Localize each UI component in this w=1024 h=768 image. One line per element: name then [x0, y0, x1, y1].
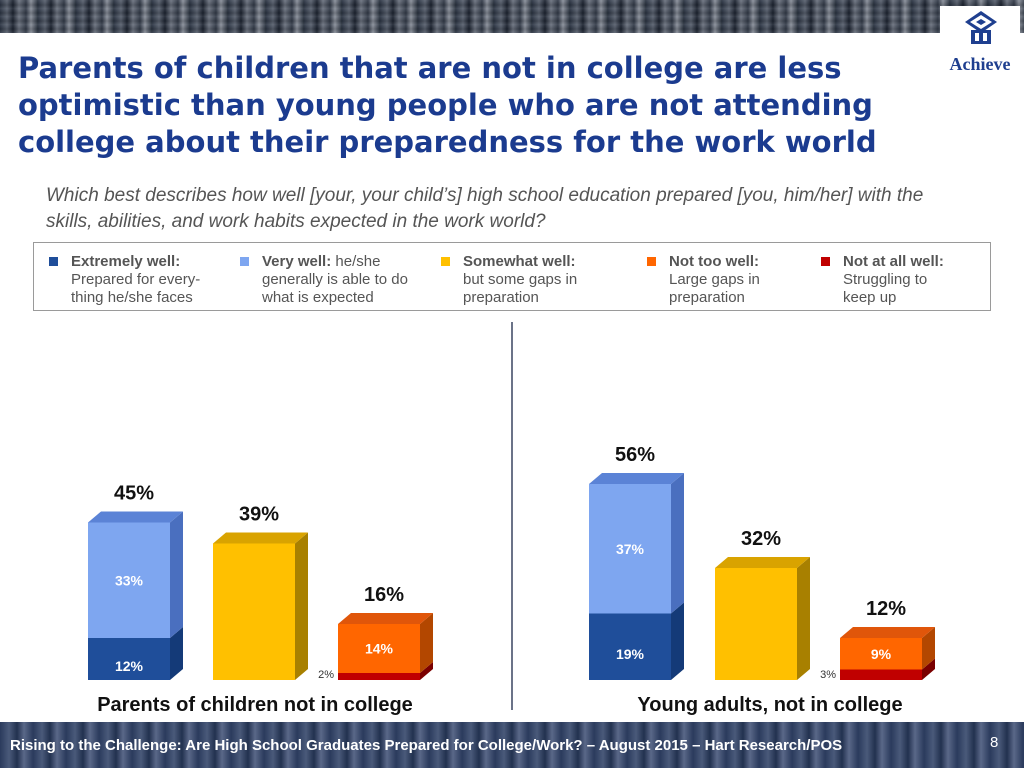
segment-label: 14% — [365, 641, 394, 657]
legend-swatch — [240, 257, 249, 266]
bar-total-label: 56% — [615, 444, 655, 466]
bar-segment-side — [922, 627, 935, 670]
bar-segment — [589, 484, 671, 614]
legend-item-not-at-all-well: Not at all well: Struggling to keep up — [821, 253, 983, 307]
bar-segment-side — [922, 658, 935, 680]
header-photo-band — [0, 0, 1024, 33]
legend-swatch — [441, 257, 450, 266]
bar-segment-side — [797, 557, 810, 680]
segment-label: 37% — [616, 541, 645, 557]
bar-segment-side — [170, 511, 183, 638]
bar-segment — [840, 638, 922, 670]
legend-swatch — [647, 257, 656, 266]
bar-segment — [213, 543, 295, 680]
bar-segment-side — [671, 602, 684, 680]
group-label-parents: Parents of children not in college — [97, 694, 413, 716]
footer-source: Rising to the Challenge: Are High School… — [10, 737, 843, 754]
segment-label: 2% — [318, 669, 334, 681]
logo-mark-icon — [965, 11, 997, 44]
bar-segment-top — [338, 613, 433, 624]
legend-item-not-too-well: Not too well: Large gaps in preparation — [647, 253, 819, 307]
legend-desc: generally is able to do what is expected — [262, 271, 408, 306]
bar-segment-side — [420, 662, 433, 680]
bar-total-label: 32% — [741, 528, 781, 550]
footer-band: Rising to the Challenge: Are High School… — [0, 722, 1024, 768]
legend-desc: but some gaps in preparation — [463, 271, 578, 306]
bar-total-label: 16% — [364, 584, 404, 606]
bar-segment-top — [88, 511, 183, 523]
legend-desc: Large gaps in preparation — [669, 271, 760, 306]
group-label-young-adults: Young adults, not in college — [637, 694, 903, 716]
legend-term: Not too well: — [669, 253, 759, 270]
legend-term: Not at all well: — [843, 253, 944, 270]
legend-term: Very well: — [262, 253, 332, 270]
bar-segment — [88, 522, 170, 638]
bar-segment — [840, 669, 922, 680]
page-number: 8 — [990, 734, 999, 751]
legend-term: Extremely well: — [71, 253, 181, 270]
bar-segment-side — [295, 532, 308, 680]
achieve-logo: Achieve — [940, 6, 1020, 76]
legend-item-very-well: Very well: he/she generally is able to d… — [240, 253, 442, 307]
segment-label: 33% — [115, 572, 144, 588]
bar-total-label: 45% — [114, 483, 154, 505]
segment-label: 12% — [115, 658, 144, 674]
bar-total-label: 12% — [866, 598, 906, 620]
logo-text: Achieve — [949, 54, 1011, 74]
bar-segment-top — [589, 473, 684, 484]
bar-segment — [338, 624, 420, 673]
bar-segment-side — [671, 473, 684, 614]
legend-desc-first: he/she — [335, 253, 381, 270]
bar-segment — [88, 638, 170, 680]
page-title: Parents of children that are not in coll… — [18, 51, 877, 159]
bar-segment — [589, 613, 671, 680]
legend-item-somewhat-well: Somewhat well: but some gaps in preparat… — [441, 253, 643, 307]
bar-segment-top — [715, 557, 810, 568]
bar-total-label: 39% — [239, 504, 279, 526]
legend-swatch — [821, 257, 830, 266]
legend-item-extremely-well: Extremely well: Prepared for every- thin… — [49, 253, 241, 307]
segment-label: 9% — [871, 646, 892, 662]
legend: Extremely well: Prepared for every- thin… — [33, 242, 991, 311]
segment-label: 19% — [616, 646, 645, 662]
bar-segment — [338, 673, 420, 680]
bar-segment — [715, 568, 797, 680]
legend-term: Somewhat well: — [463, 253, 576, 270]
group-divider — [511, 322, 513, 710]
bar-segment-side — [420, 613, 433, 673]
segment-label: 3% — [820, 669, 836, 681]
bar-segment-top — [840, 627, 935, 638]
legend-swatch — [49, 257, 58, 266]
survey-question: Which best describes how well [your, you… — [46, 185, 924, 232]
bar-segment-top — [213, 532, 308, 544]
legend-desc: Prepared for every- thing he/she faces — [71, 271, 201, 306]
bar-segment-side — [170, 627, 183, 680]
legend-desc: Struggling to keep up — [843, 271, 928, 306]
